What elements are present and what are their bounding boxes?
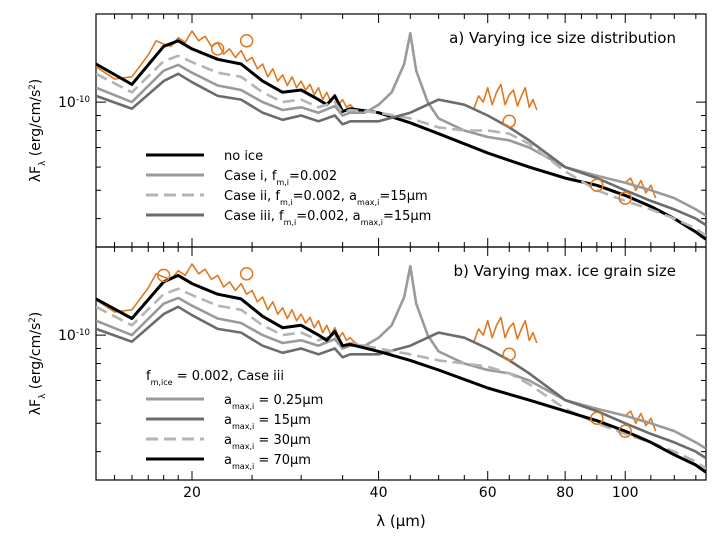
legend-label-case_i: Case i, fm,i=0.002: [224, 169, 337, 187]
photometry-point: [239, 34, 254, 48]
legend-label-no_ice: no ice: [224, 149, 263, 164]
panel-b: 20 40 60 80 100 10-10 λFλ (erg/cm/s2) b) Varyin…: [28, 246, 707, 501]
legend-label-case_iii: Case iii, fm,i=0.002, amax,i=15μm: [224, 209, 431, 227]
y-axis-label: λFλ (erg/cm/s2): [28, 312, 48, 415]
legend-label-amax_15: amax,i = 15μm: [224, 413, 311, 431]
photometry-point: [239, 267, 254, 281]
photometry-point: [590, 411, 604, 426]
series-line-case_iii: [96, 72, 706, 227]
photometry-point: [618, 191, 632, 205]
legend-label-amax_70: amax,i = 70μm: [224, 453, 311, 471]
series-line-case_ii: [96, 54, 706, 237]
x-tick-label: 20: [183, 485, 201, 501]
panel-title: b) Varying max. ice grain size: [454, 262, 676, 280]
legend-label-case_ii: Case ii, fm,i=0.002, amax,i=15μm: [224, 189, 428, 207]
panel-title: a) Varying ice size distribution: [449, 29, 676, 47]
series-line-amax_70: [96, 273, 706, 474]
legend-label-amax_025: amax,i = 0.25μm: [224, 393, 323, 411]
x-tick-label: 100: [612, 485, 639, 501]
legend-label-amax_30: amax,i = 30μm: [224, 433, 311, 451]
photometry-point: [502, 347, 517, 362]
photometry-point: [156, 268, 171, 283]
observed-spectrum-line: [624, 410, 657, 432]
x-axis-label: λ (μm): [376, 512, 426, 530]
y-tick-label: 10-10: [58, 328, 90, 344]
y-axis-label: λFλ (erg/cm/s2): [28, 79, 48, 182]
panel-a: 10-10 λFλ (erg/cm/s2) a) Varying ice size …: [28, 13, 707, 248]
x-tick-label: 80: [556, 485, 574, 501]
plot-area: [96, 30, 706, 241]
y-tick-label: 10-10: [58, 95, 90, 111]
observed-spectrum-line: [473, 83, 538, 111]
photometry-point: [590, 178, 604, 193]
legend-title: fm,ice = 0.002, Case iii: [146, 369, 284, 387]
observed-spectrum-line: [473, 316, 538, 344]
photometry-point: [502, 114, 517, 129]
x-tick-label: 60: [479, 485, 497, 501]
series-line-amax_025: [96, 264, 706, 450]
series-line-no_ice: [96, 39, 706, 241]
x-tick-label: 40: [370, 485, 388, 501]
observed-spectrum-line: [624, 177, 657, 199]
observed-spectrum-line: [96, 263, 359, 346]
series-line-amax_15: [96, 305, 706, 460]
photometry-point: [210, 42, 225, 56]
plot-area: [96, 263, 706, 474]
series-line-case_i: [96, 31, 706, 217]
photometry-point: [618, 424, 632, 438]
series-line-amax_30: [96, 287, 706, 470]
